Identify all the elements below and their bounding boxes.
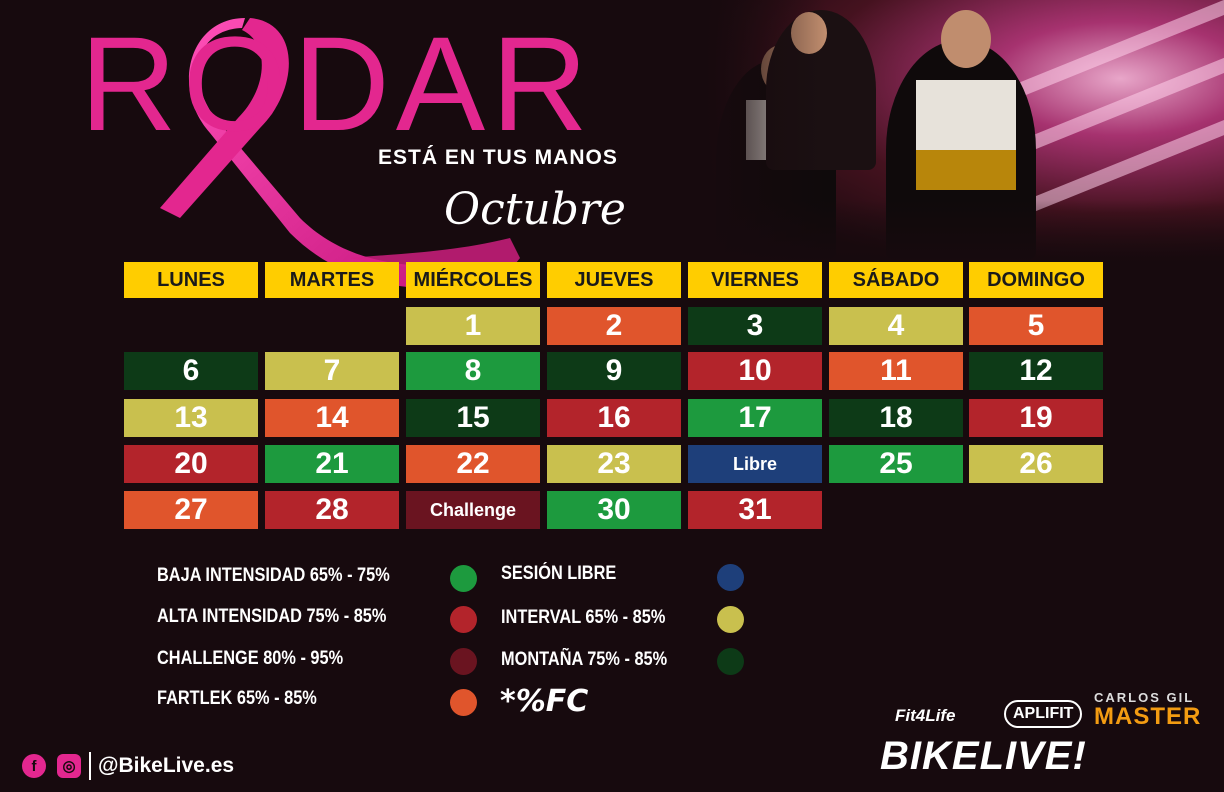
carlos-gil-logo: CARLOS GIL [1094,690,1195,705]
calendar-day-cell: 9 [547,352,681,390]
legend-dot [717,648,744,675]
legend-label: ALTA INTENSIDAD 75% - 85% [157,606,387,627]
calendar-day-cell: 12 [969,352,1103,390]
calendar-day-cell: 26 [969,445,1103,483]
fit4life-logo: Fit4Life [895,706,956,725]
day-header: MARTES [265,262,399,298]
calendar-day-cell: 21 [265,445,399,483]
legend-label: SESIÓN LIBRE [501,563,617,584]
calendar-day-cell: 20 [124,445,258,483]
calendar-day-cell: Challenge [406,491,540,529]
legend-dot [450,648,477,675]
day-header: MIÉRCOLES [406,262,540,298]
calendar-day-cell: 7 [265,352,399,390]
page-title: RODAR [80,10,594,159]
day-header: JUEVES [547,262,681,298]
calendar-day-cell: 19 [969,399,1103,437]
calendar-day-cell: 15 [406,399,540,437]
calendar-day-cell: 16 [547,399,681,437]
legend-label: BAJA INTENSIDAD 65% - 75% [157,565,390,586]
social-handle[interactable]: @BikeLive.es [98,754,235,777]
calendar-day-cell: 5 [969,307,1103,345]
aplifit-logo: APLIFIT [1004,700,1083,728]
calendar-day-cell: 4 [829,307,963,345]
day-header: SÁBADO [829,262,963,298]
legend-dot [717,606,744,633]
calendar-day-cell: 8 [406,352,540,390]
calendar-day-cell: 30 [547,491,681,529]
legend-dot [717,564,744,591]
day-header: LUNES [124,262,258,298]
calendar-day-cell: 6 [124,352,258,390]
master-logo: MASTER [1094,703,1202,730]
legend-dot [450,689,477,716]
calendar-day-cell: 23 [547,445,681,483]
legend-dot [450,606,477,633]
calendar-day-cell: 13 [124,399,258,437]
tagline: ESTÁ EN TUS MANOS [378,146,618,169]
calendar-day-cell: 22 [406,445,540,483]
calendar-day-cell: 3 [688,307,822,345]
day-header: DOMINGO [969,262,1103,298]
calendar-day-cell: 10 [688,352,822,390]
calendar-day-cell: 18 [829,399,963,437]
legend-note: *%FC [500,684,589,719]
calendar-day-cell: 25 [829,445,963,483]
footer-divider [89,752,91,780]
month-label: Octubre [444,184,626,235]
instagram-icon[interactable]: ◎ [57,754,81,778]
legend-dot [450,565,477,592]
calendar-day-cell: 11 [829,352,963,390]
legend-label: FARTLEK 65% - 85% [157,688,317,709]
calendar-day-cell: 27 [124,491,258,529]
calendar-day-cell: Libre [688,445,822,483]
bikelive-logo: BIKELIVE! [880,734,1087,778]
legend-label: CHALLENGE 80% - 95% [157,648,344,669]
calendar-day-cell: 2 [547,307,681,345]
calendar-day-cell: 31 [688,491,822,529]
day-header: VIERNES [688,262,822,298]
calendar-day-cell: 17 [688,399,822,437]
hero-fade-bottom [706,200,1224,262]
facebook-icon[interactable]: f [22,754,46,778]
legend-label: INTERVAL 65% - 85% [501,607,666,628]
calendar-day-cell: 1 [406,307,540,345]
calendar-day-cell: 14 [265,399,399,437]
legend-label: MONTAÑA 75% - 85% [501,649,668,670]
calendar-day-cell: 28 [265,491,399,529]
